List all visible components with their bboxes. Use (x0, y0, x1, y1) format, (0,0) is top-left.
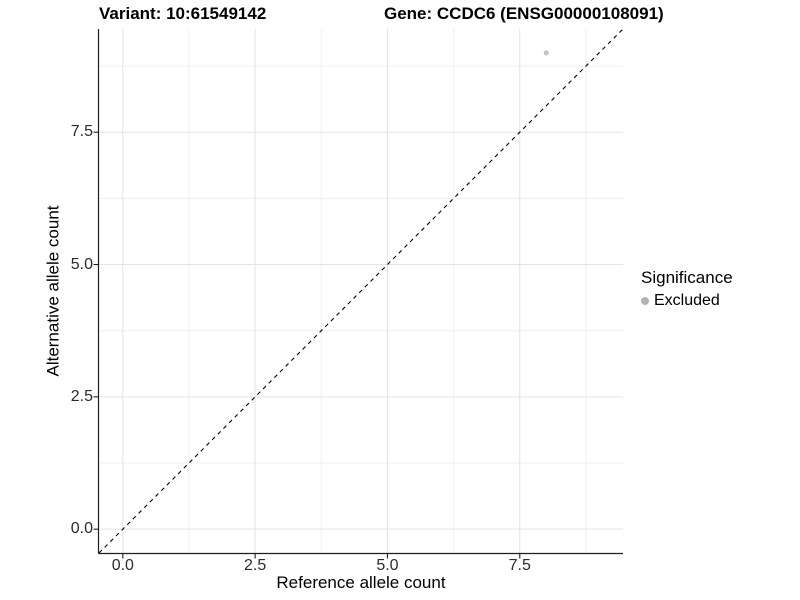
y-tick-label: 2.5 (70, 387, 93, 405)
x-tick-label: 0.0 (111, 557, 134, 574)
x-tick-label: 2.5 (244, 557, 267, 574)
y-axis-title-wrap: Alternative allele count (42, 29, 66, 553)
legend-entry-label: Excluded (654, 292, 720, 309)
identity-reference-line (98, 28, 624, 554)
data-point-excluded (543, 50, 549, 56)
plot-title-variant: Variant: 10:61549142 (99, 4, 267, 23)
y-axis-title: Alternative allele count (44, 205, 64, 377)
y-tick-label: 0.0 (70, 520, 93, 538)
x-tick-label: 7.5 (508, 557, 531, 574)
y-tick-label: 7.5 (70, 123, 93, 141)
y-tick-label: 5.0 (70, 255, 93, 273)
legend: Significance Excluded (641, 268, 733, 310)
legend-entry-excluded: Excluded (641, 292, 733, 310)
plot-title-gene: Gene: CCDC6 (ENSG00000108091) (384, 4, 664, 23)
x-axis-title: Reference allele count (276, 573, 446, 592)
legend-title: Significance (641, 268, 733, 287)
x-tick-label: 5.0 (376, 557, 399, 574)
legend-point-icon (641, 297, 649, 305)
